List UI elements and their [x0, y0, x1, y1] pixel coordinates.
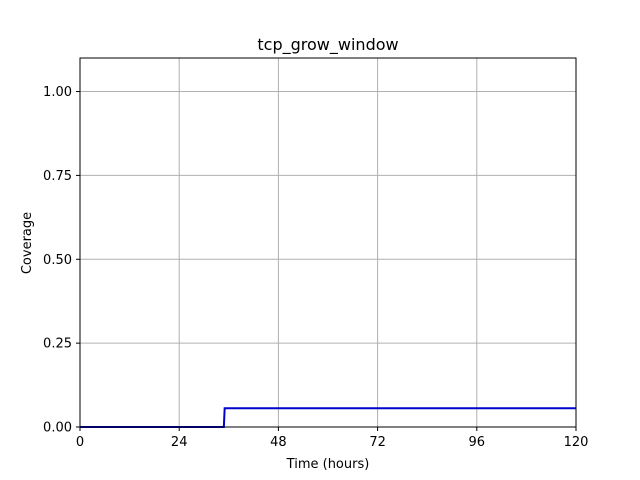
- grid-lines: [80, 58, 576, 427]
- plot-frame: [79, 57, 577, 428]
- y-tick-label: 1.00: [43, 85, 72, 100]
- x-tick-label: 96: [469, 435, 486, 450]
- chart-title: tcp_grow_window: [257, 35, 398, 55]
- x-tick-label: 72: [369, 435, 386, 450]
- y-tick-label: 0.75: [43, 169, 72, 184]
- y-axis-label: Coverage: [20, 212, 35, 274]
- x-tick-label: 24: [171, 435, 188, 450]
- x-tick-label: 0: [76, 435, 84, 450]
- tick-layer: 0 24 48 72 96 120 0.00 0.25 0.50 0.75 1.00: [43, 85, 588, 450]
- x-axis-label: Time (hours): [286, 457, 370, 472]
- y-tick-label: 0.00: [43, 421, 72, 436]
- x-tick-label: 120: [564, 435, 589, 450]
- y-tick-label: 0.25: [43, 337, 72, 352]
- y-tick-label: 0.50: [43, 253, 72, 268]
- x-tick-label: 48: [270, 435, 287, 450]
